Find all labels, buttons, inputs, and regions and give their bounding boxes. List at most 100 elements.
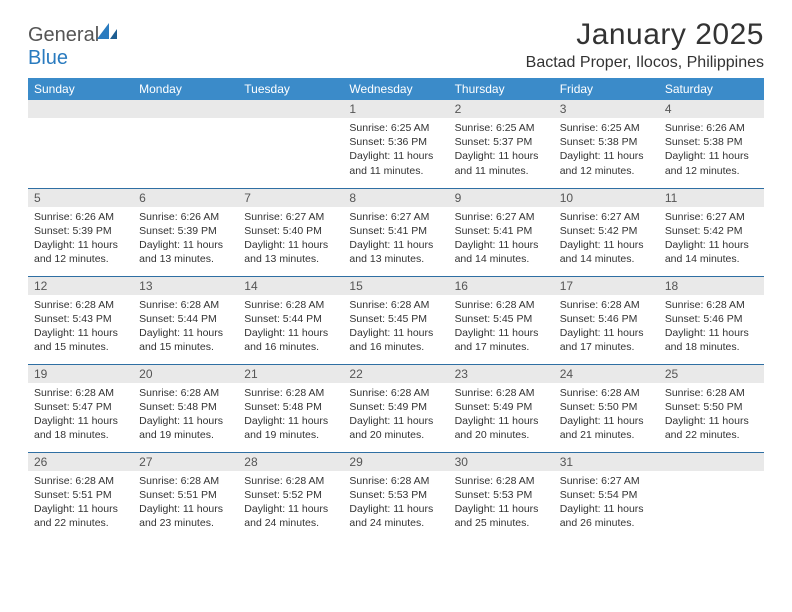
- day-details: Sunrise: 6:26 AMSunset: 5:39 PMDaylight:…: [28, 207, 133, 271]
- day-details: Sunrise: 6:28 AMSunset: 5:48 PMDaylight:…: [133, 383, 238, 447]
- daylight-line1: Daylight: 11 hours: [349, 326, 442, 340]
- day-details: Sunrise: 6:28 AMSunset: 5:45 PMDaylight:…: [449, 295, 554, 359]
- day-number: 29: [343, 453, 448, 471]
- sunrise-text: Sunrise: 6:28 AM: [455, 298, 548, 312]
- sunset-text: Sunset: 5:39 PM: [139, 224, 232, 238]
- daylight-line1: Daylight: 11 hours: [455, 502, 548, 516]
- calendar-day-cell: 18Sunrise: 6:28 AMSunset: 5:46 PMDayligh…: [659, 276, 764, 364]
- sunset-text: Sunset: 5:45 PM: [349, 312, 442, 326]
- daylight-line2: and 14 minutes.: [665, 252, 758, 266]
- daylight-line1: Daylight: 11 hours: [665, 414, 758, 428]
- daylight-line1: Daylight: 11 hours: [560, 414, 653, 428]
- day-details: Sunrise: 6:26 AMSunset: 5:38 PMDaylight:…: [659, 118, 764, 182]
- weekday-header: Tuesday: [238, 78, 343, 100]
- weekday-header-row: Sunday Monday Tuesday Wednesday Thursday…: [28, 78, 764, 100]
- day-number: 2: [449, 100, 554, 118]
- sunrise-text: Sunrise: 6:28 AM: [244, 474, 337, 488]
- day-number: 18: [659, 277, 764, 295]
- sunrise-text: Sunrise: 6:27 AM: [560, 474, 653, 488]
- sunset-text: Sunset: 5:48 PM: [244, 400, 337, 414]
- sunset-text: Sunset: 5:48 PM: [139, 400, 232, 414]
- day-details: Sunrise: 6:27 AMSunset: 5:40 PMDaylight:…: [238, 207, 343, 271]
- calendar-day-cell: [28, 100, 133, 188]
- daylight-line2: and 25 minutes.: [455, 516, 548, 530]
- daylight-line2: and 11 minutes.: [455, 164, 548, 178]
- sunrise-text: Sunrise: 6:28 AM: [560, 386, 653, 400]
- sunset-text: Sunset: 5:49 PM: [455, 400, 548, 414]
- day-number: 17: [554, 277, 659, 295]
- day-details: Sunrise: 6:27 AMSunset: 5:42 PMDaylight:…: [554, 207, 659, 271]
- sunset-text: Sunset: 5:42 PM: [665, 224, 758, 238]
- daylight-line2: and 12 minutes.: [560, 164, 653, 178]
- calendar-day-cell: 7Sunrise: 6:27 AMSunset: 5:40 PMDaylight…: [238, 188, 343, 276]
- calendar-week-row: 12Sunrise: 6:28 AMSunset: 5:43 PMDayligh…: [28, 276, 764, 364]
- sunrise-text: Sunrise: 6:28 AM: [349, 474, 442, 488]
- daylight-line2: and 19 minutes.: [244, 428, 337, 442]
- day-number: 20: [133, 365, 238, 383]
- daylight-line1: Daylight: 11 hours: [34, 502, 127, 516]
- day-number: 6: [133, 189, 238, 207]
- day-number: 22: [343, 365, 448, 383]
- daylight-line2: and 13 minutes.: [349, 252, 442, 266]
- day-number: 23: [449, 365, 554, 383]
- sunset-text: Sunset: 5:53 PM: [349, 488, 442, 502]
- calendar-day-cell: 26Sunrise: 6:28 AMSunset: 5:51 PMDayligh…: [28, 452, 133, 540]
- day-details: Sunrise: 6:28 AMSunset: 5:51 PMDaylight:…: [28, 471, 133, 535]
- calendar-day-cell: 10Sunrise: 6:27 AMSunset: 5:42 PMDayligh…: [554, 188, 659, 276]
- daylight-line1: Daylight: 11 hours: [34, 414, 127, 428]
- day-number: 19: [28, 365, 133, 383]
- daylight-line1: Daylight: 11 hours: [244, 238, 337, 252]
- calendar-day-cell: 27Sunrise: 6:28 AMSunset: 5:51 PMDayligh…: [133, 452, 238, 540]
- daylight-line1: Daylight: 11 hours: [244, 502, 337, 516]
- sunset-text: Sunset: 5:44 PM: [139, 312, 232, 326]
- sunset-text: Sunset: 5:45 PM: [455, 312, 548, 326]
- calendar-day-cell: 21Sunrise: 6:28 AMSunset: 5:48 PMDayligh…: [238, 364, 343, 452]
- daylight-line2: and 11 minutes.: [349, 164, 442, 178]
- daylight-line1: Daylight: 11 hours: [349, 149, 442, 163]
- sunset-text: Sunset: 5:38 PM: [560, 135, 653, 149]
- daylight-line2: and 23 minutes.: [139, 516, 232, 530]
- day-number-empty: [28, 100, 133, 118]
- sunset-text: Sunset: 5:40 PM: [244, 224, 337, 238]
- day-details: Sunrise: 6:28 AMSunset: 5:43 PMDaylight:…: [28, 295, 133, 359]
- sunset-text: Sunset: 5:38 PM: [665, 135, 758, 149]
- daylight-line2: and 19 minutes.: [139, 428, 232, 442]
- calendar-day-cell: 30Sunrise: 6:28 AMSunset: 5:53 PMDayligh…: [449, 452, 554, 540]
- day-details: Sunrise: 6:28 AMSunset: 5:49 PMDaylight:…: [343, 383, 448, 447]
- day-number: 13: [133, 277, 238, 295]
- calendar-week-row: 1Sunrise: 6:25 AMSunset: 5:36 PMDaylight…: [28, 100, 764, 188]
- daylight-line1: Daylight: 11 hours: [560, 149, 653, 163]
- sunrise-text: Sunrise: 6:25 AM: [560, 121, 653, 135]
- daylight-line1: Daylight: 11 hours: [139, 414, 232, 428]
- calendar-day-cell: 22Sunrise: 6:28 AMSunset: 5:49 PMDayligh…: [343, 364, 448, 452]
- daylight-line2: and 16 minutes.: [349, 340, 442, 354]
- calendar-day-cell: 3Sunrise: 6:25 AMSunset: 5:38 PMDaylight…: [554, 100, 659, 188]
- daylight-line1: Daylight: 11 hours: [349, 414, 442, 428]
- daylight-line1: Daylight: 11 hours: [560, 238, 653, 252]
- day-details: Sunrise: 6:28 AMSunset: 5:46 PMDaylight:…: [659, 295, 764, 359]
- sunrise-text: Sunrise: 6:28 AM: [34, 474, 127, 488]
- day-details: Sunrise: 6:27 AMSunset: 5:41 PMDaylight:…: [343, 207, 448, 271]
- daylight-line2: and 17 minutes.: [455, 340, 548, 354]
- sunrise-text: Sunrise: 6:28 AM: [244, 386, 337, 400]
- day-number: 25: [659, 365, 764, 383]
- daylight-line1: Daylight: 11 hours: [34, 326, 127, 340]
- daylight-line1: Daylight: 11 hours: [455, 414, 548, 428]
- calendar-day-cell: 24Sunrise: 6:28 AMSunset: 5:50 PMDayligh…: [554, 364, 659, 452]
- daylight-line2: and 15 minutes.: [139, 340, 232, 354]
- daylight-line1: Daylight: 11 hours: [349, 238, 442, 252]
- sunrise-text: Sunrise: 6:28 AM: [139, 386, 232, 400]
- day-details: Sunrise: 6:28 AMSunset: 5:51 PMDaylight:…: [133, 471, 238, 535]
- sunrise-text: Sunrise: 6:28 AM: [455, 474, 548, 488]
- sunrise-text: Sunrise: 6:27 AM: [349, 210, 442, 224]
- daylight-line2: and 17 minutes.: [560, 340, 653, 354]
- daylight-line2: and 14 minutes.: [455, 252, 548, 266]
- daylight-line1: Daylight: 11 hours: [455, 326, 548, 340]
- weekday-header: Saturday: [659, 78, 764, 100]
- calendar-week-row: 26Sunrise: 6:28 AMSunset: 5:51 PMDayligh…: [28, 452, 764, 540]
- calendar-table: Sunday Monday Tuesday Wednesday Thursday…: [28, 78, 764, 540]
- daylight-line1: Daylight: 11 hours: [560, 326, 653, 340]
- day-number: 21: [238, 365, 343, 383]
- calendar-day-cell: 9Sunrise: 6:27 AMSunset: 5:41 PMDaylight…: [449, 188, 554, 276]
- daylight-line1: Daylight: 11 hours: [244, 326, 337, 340]
